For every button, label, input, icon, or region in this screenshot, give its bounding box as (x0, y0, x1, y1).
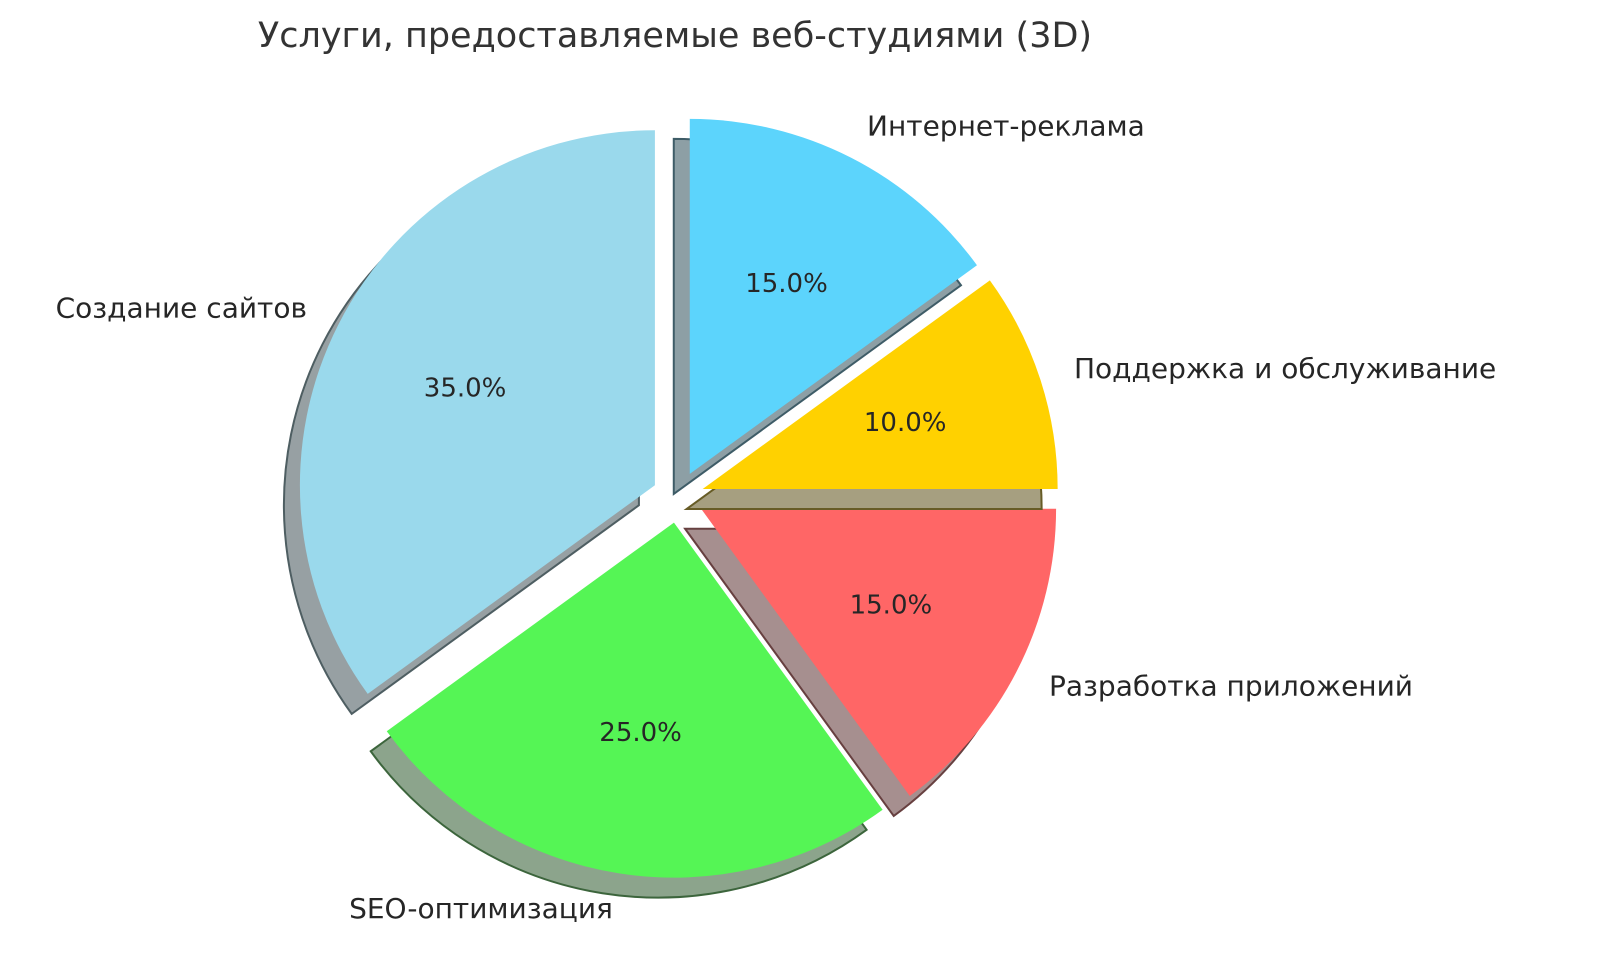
pie-category-label-3: Поддержка и обслуживание (1074, 352, 1496, 385)
pie-slice-2 (701, 508, 1057, 796)
pie-percent-label-2: 15.0% (850, 591, 933, 621)
pie-category-label-2: Разработка приложений (1049, 670, 1413, 703)
pie-slice-4 (689, 118, 977, 474)
chart-title: Услуги, предоставляемые веб-студиями (3D… (257, 16, 1093, 56)
pie-slice-3 (702, 280, 1058, 489)
pie-slice-0 (299, 130, 655, 694)
pie-percent-label-0: 35.0% (424, 374, 507, 404)
pie-category-label-4: Интернет-реклама (867, 110, 1145, 143)
pie-category-label-1: SEO-оптимизация (349, 892, 613, 925)
pie-percent-label-3: 10.0% (864, 408, 947, 438)
pie-slice-1 (386, 522, 883, 878)
pie-percent-label-1: 25.0% (599, 718, 682, 748)
pie-percent-label-4: 15.0% (745, 269, 828, 299)
pie-category-label-0: Создание сайтов (56, 292, 307, 325)
